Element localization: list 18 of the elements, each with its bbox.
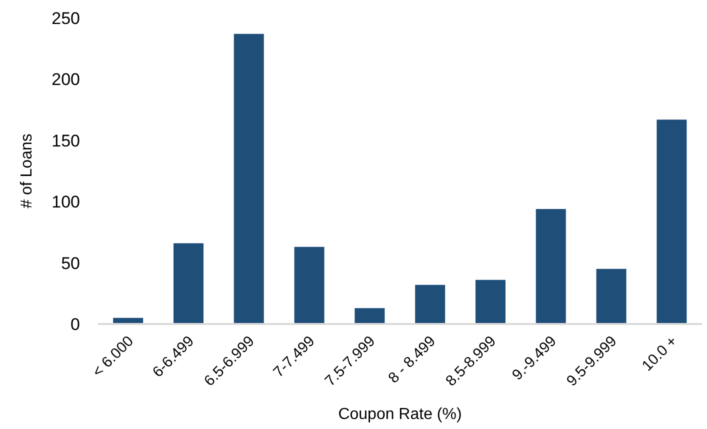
bar (536, 208, 566, 324)
bar (415, 284, 446, 324)
y-tick-label: 250 (52, 9, 80, 28)
y-tick-label: 200 (52, 70, 80, 90)
y-tick-label: 150 (52, 131, 80, 150)
y-axis-title: # of Loans (18, 134, 36, 208)
bar (174, 243, 204, 324)
bar (656, 120, 687, 324)
x-tick-label: 10.0 + (638, 332, 681, 375)
y-tick-label: 0 (70, 315, 80, 334)
bar (596, 268, 626, 324)
bar (476, 280, 506, 324)
bar (354, 308, 385, 324)
y-tick-label: 50 (61, 254, 80, 273)
y-tick-label: 100 (52, 192, 80, 212)
bar (234, 34, 264, 324)
bar (294, 246, 324, 324)
x-axis-title: Coupon Rate (%) (338, 406, 462, 423)
